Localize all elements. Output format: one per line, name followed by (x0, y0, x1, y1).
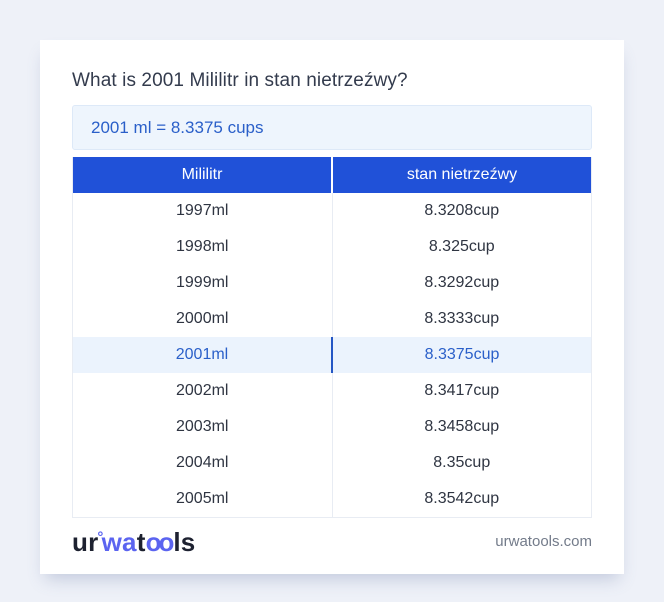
logo-ring-icon: ° (97, 528, 104, 546)
card-footer: ur°watools urwatools.com (40, 518, 624, 569)
table-row: 1999ml 8.3292cup (73, 265, 591, 301)
logo-text-dark: t (136, 526, 146, 557)
table-row: 2004ml 8.35cup (73, 445, 591, 481)
table-row: 2003ml 8.3458cup (73, 409, 591, 445)
table-row: 2000ml 8.3333cup (73, 301, 591, 337)
table-row: 1998ml 8.325cup (73, 229, 591, 265)
ml-value: 2002ml (73, 373, 333, 409)
conversion-result-text: 2001 ml = 8.3375 cups (91, 117, 264, 137)
table-row: 2002ml 8.3417cup (73, 373, 591, 409)
cup-value: 8.3458cup (424, 418, 500, 435)
ml-value: 1998ml (73, 229, 333, 265)
ml-value: 2004ml (73, 445, 333, 481)
urwatools-logo[interactable]: ur°watools (72, 529, 195, 555)
column-header-mililitr: Mililitr (73, 157, 333, 193)
logo-oo-glasses-icon: oo (145, 526, 175, 557)
table-row-highlighted: 2001ml 8.3375cup (73, 337, 591, 373)
cup-value: 8.3292cup (424, 274, 500, 291)
logo-text-blue: wa (101, 526, 137, 557)
converter-card: What is 2001 Mililitr in stan nietrzeźwy… (40, 40, 624, 574)
cup-value: 8.325cup (428, 238, 495, 255)
cup-value: 8.3542cup (424, 490, 500, 507)
table-row: 2005ml 8.3542cup (73, 481, 591, 517)
cup-value: 8.3417cup (424, 382, 500, 399)
ml-value: 2005ml (73, 481, 333, 517)
ml-value: 2000ml (73, 301, 333, 337)
column-header-cups: stan nietrzeźwy (406, 166, 518, 183)
cup-value: 8.3375cup (424, 346, 500, 363)
table-row: 1997ml 8.3208cup (73, 193, 591, 229)
page-title: What is 2001 Mililitr in stan nietrzeźwy… (72, 70, 408, 91)
conversion-result-banner: 2001 ml = 8.3375 cups (72, 105, 592, 150)
ml-value: 2003ml (73, 409, 333, 445)
ml-value: 1997ml (73, 193, 333, 229)
cup-value: 8.3333cup (424, 310, 500, 327)
ml-value: 2001ml (73, 337, 333, 373)
table-body: 1997ml 8.3208cup 1998ml 8.325cup 1999ml 8.329… (73, 193, 591, 517)
ml-value: 1999ml (73, 265, 333, 301)
site-url[interactable]: urwatools.com (495, 533, 592, 550)
logo-text-dark: ur (72, 526, 99, 557)
conversion-table: Mililitr stan nietrzeźwy 1997ml 8.3208cup… (72, 157, 592, 518)
cup-value: 8.35cup (433, 454, 491, 471)
cup-value: 8.3208cup (424, 202, 500, 219)
table-header-row: Mililitr stan nietrzeźwy (73, 157, 591, 193)
logo-text-dark: ls (173, 526, 196, 557)
